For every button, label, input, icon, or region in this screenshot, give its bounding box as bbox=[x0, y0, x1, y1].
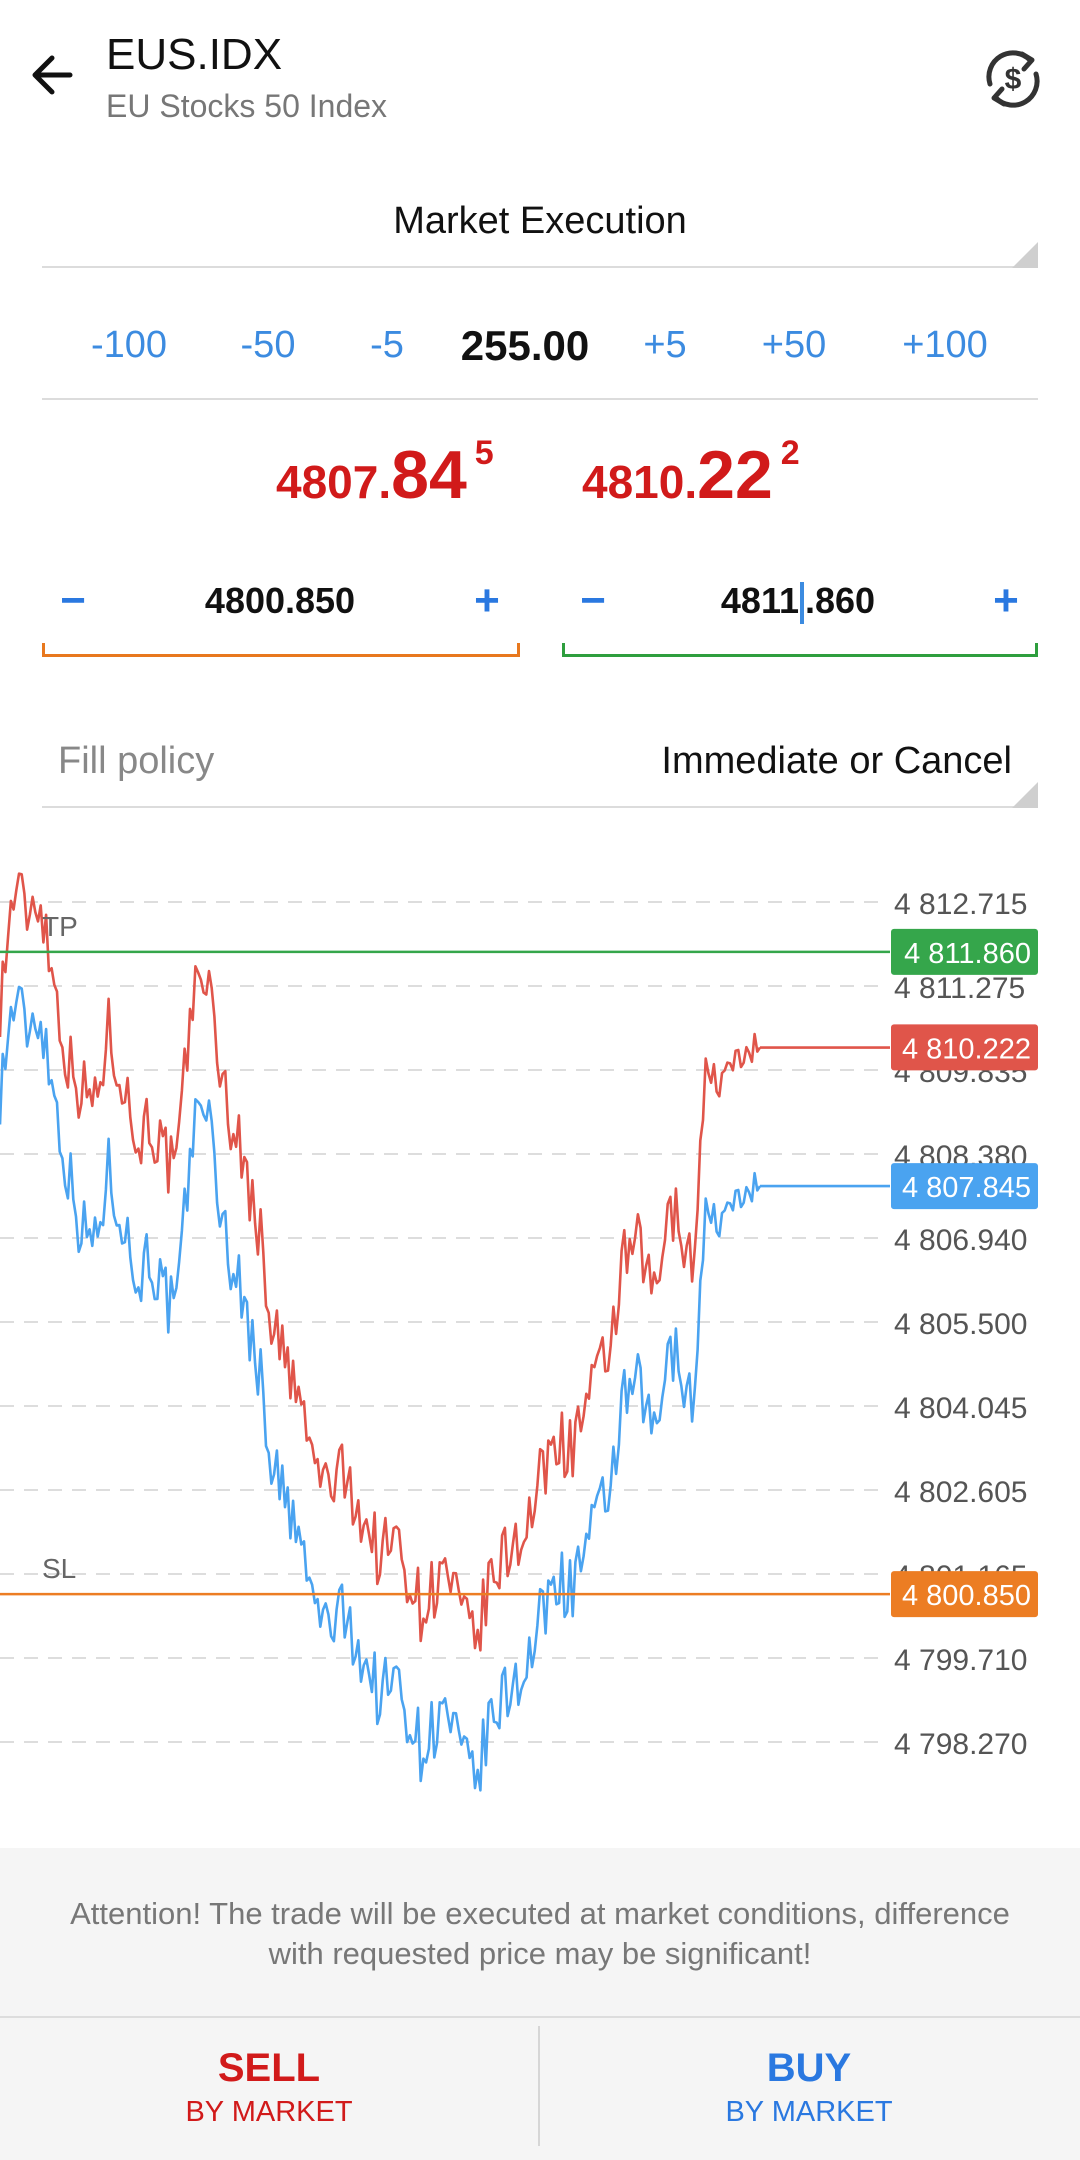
take-profit-underline bbox=[562, 654, 1038, 657]
fill-policy-label: Fill policy bbox=[58, 740, 215, 782]
symbol-description: EU Stocks 50 Index bbox=[106, 88, 388, 124]
svg-text:$: $ bbox=[1005, 63, 1022, 96]
volume-input[interactable]: 255.00 bbox=[460, 322, 590, 369]
y-axis-label: 4 811.275 bbox=[894, 972, 1025, 1005]
y-axis-label: 4 799.710 bbox=[894, 1644, 1027, 1677]
y-axis-label: 4 802.605 bbox=[894, 1476, 1027, 1509]
volume-minus-5-button[interactable]: -5 bbox=[370, 324, 404, 366]
bid-price-pips: 84 bbox=[391, 437, 467, 513]
y-axis-label: 4 812.715 bbox=[894, 888, 1027, 921]
ask-price-pips: 22 bbox=[697, 437, 773, 513]
price-tag bbox=[891, 1024, 1038, 1071]
price-tag bbox=[891, 1163, 1038, 1210]
price-tag-label: 4 800.850 bbox=[902, 1580, 1031, 1612]
sell-sublabel: BY MARKET bbox=[185, 2096, 353, 2128]
y-axis-label: 4 806.940 bbox=[894, 1224, 1027, 1257]
bid-price-main: 4807. bbox=[276, 456, 392, 508]
attention-line-2: with requested price may be significant! bbox=[268, 1936, 812, 1971]
action-divider bbox=[538, 2026, 540, 2146]
attention-message: Attention! The trade will be executed at… bbox=[40, 1894, 1040, 1974]
price-tag bbox=[891, 928, 1038, 975]
ask-price-main: 4810. bbox=[582, 456, 698, 508]
stop-loss-underline bbox=[42, 654, 520, 657]
ask-price-fraction: 2 bbox=[780, 433, 800, 472]
stop-loss-increase-button[interactable]: + bbox=[474, 576, 500, 625]
ask-price-line bbox=[0, 872, 762, 1652]
volume-minus-50-button[interactable]: -50 bbox=[240, 324, 296, 366]
text-cursor bbox=[800, 582, 805, 625]
buy-sublabel: BY MARKET bbox=[725, 2096, 893, 2128]
take-profit-increase-button[interactable]: + bbox=[993, 576, 1019, 625]
stop-loss-underline-left bbox=[42, 643, 45, 657]
price-tag-label: 4 807.845 bbox=[902, 1172, 1031, 1204]
attention-line-1: Attention! The trade will be executed at… bbox=[70, 1896, 1010, 1931]
sell-by-market-button[interactable]: SELL BY MARKET bbox=[0, 2016, 538, 2160]
buy-label: BUY bbox=[766, 2046, 852, 2090]
y-axis-label: 4 804.045 bbox=[894, 1392, 1027, 1425]
take-profit-value-decimal: .860 bbox=[805, 580, 876, 621]
symbol-title: EUS.IDX bbox=[106, 30, 283, 79]
fill-policy-underline bbox=[42, 806, 1038, 808]
price-tag-label: 4 810.222 bbox=[902, 1033, 1031, 1065]
sell-label: SELL bbox=[217, 2046, 321, 2090]
stop-loss-input[interactable]: 4800.850 bbox=[204, 580, 356, 621]
take-profit-input[interactable]: 4811.860 bbox=[648, 580, 948, 625]
y-axis-label: 4 805.500 bbox=[894, 1308, 1027, 1341]
volume-underline bbox=[42, 398, 1038, 400]
stop-loss-decrease-button[interactable]: − bbox=[60, 576, 86, 625]
volume-plus-50-button[interactable]: +50 bbox=[761, 324, 827, 366]
dropdown-corner-icon bbox=[1012, 782, 1038, 808]
take-profit-value-integer: 4811 bbox=[720, 580, 800, 621]
take-profit-underline-right bbox=[1035, 643, 1038, 657]
volume-minus-100-button[interactable]: -100 bbox=[90, 324, 168, 366]
y-axis-label: 4 798.270 bbox=[894, 1728, 1027, 1761]
execution-underline bbox=[42, 266, 1038, 268]
take-profit-underline-left bbox=[562, 643, 565, 657]
bid-price-line bbox=[0, 985, 762, 1792]
ask-price: 4810.22 2 bbox=[582, 433, 800, 514]
action-bar bbox=[0, 2016, 1080, 2160]
fill-policy-select[interactable]: Immediate or Cancel bbox=[661, 740, 1012, 782]
stop-loss-underline-right bbox=[517, 643, 520, 657]
sl-chart-label: SL bbox=[42, 1553, 76, 1584]
take-profit-decrease-button[interactable]: − bbox=[580, 576, 606, 625]
bid-price: 4807.84 5 bbox=[276, 433, 494, 514]
price-tag-label: 4 811.860 bbox=[904, 938, 1031, 970]
price-tag bbox=[891, 1571, 1038, 1618]
tp-chart-label: TP bbox=[42, 911, 78, 942]
buy-by-market-button[interactable]: BUY BY MARKET bbox=[540, 2016, 1078, 2160]
bid-price-fraction: 5 bbox=[474, 433, 494, 472]
execution-type-select[interactable]: Market Execution bbox=[393, 200, 687, 242]
currency-exchange-icon[interactable]: $ bbox=[978, 44, 1048, 114]
back-arrow-icon[interactable] bbox=[22, 42, 88, 108]
dropdown-corner-icon bbox=[1012, 242, 1038, 268]
attention-panel bbox=[0, 1848, 1080, 2016]
volume-plus-5-button[interactable]: +5 bbox=[643, 324, 687, 366]
volume-plus-100-button[interactable]: +100 bbox=[902, 324, 988, 366]
